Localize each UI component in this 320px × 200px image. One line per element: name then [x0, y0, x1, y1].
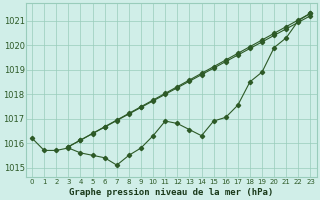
X-axis label: Graphe pression niveau de la mer (hPa): Graphe pression niveau de la mer (hPa): [69, 188, 273, 197]
